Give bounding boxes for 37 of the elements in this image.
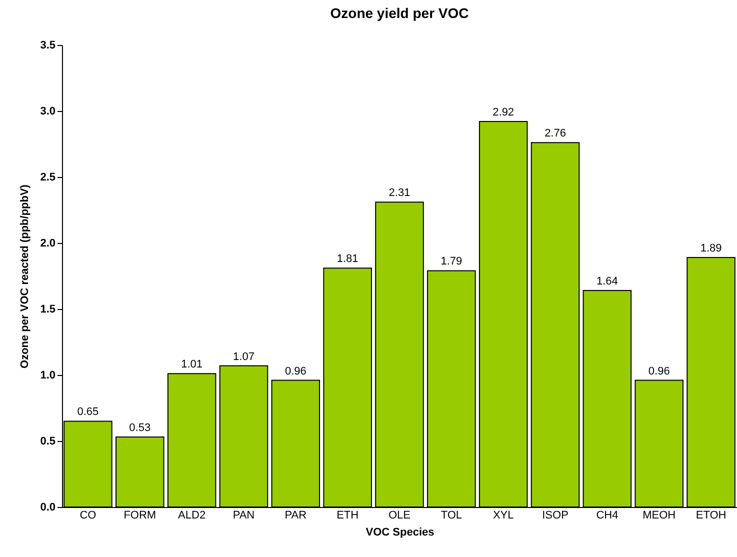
x-tick-label: ISOP (542, 510, 568, 522)
x-tick-label: ALD2 (178, 510, 206, 522)
y-tick-label: 2.0 (40, 238, 56, 250)
x-tick-label: CH4 (596, 510, 618, 522)
data-label: 1.79 (440, 256, 462, 268)
y-axis-title: Ozone per VOC reacted (ppb/ppbV) (19, 184, 32, 368)
x-axis-title: VOC Species (366, 526, 434, 538)
x-tick-label: ETOH (696, 510, 726, 522)
data-label: 0.96 (648, 365, 670, 378)
y-tick-label: 3.0 (40, 106, 56, 118)
x-tick-label: MEOH (642, 510, 676, 522)
y-tick-label: 2.5 (40, 172, 56, 184)
y-tick-label: 1.0 (40, 370, 56, 382)
x-tick-label: PAR (284, 510, 307, 522)
x-tick-label: PAN (232, 510, 255, 522)
chart-title: Ozone yield per VOC (330, 5, 469, 21)
data-label: 0.65 (77, 406, 99, 418)
data-label: 2.76 (544, 128, 566, 140)
y-tick-label: 3.5 (40, 40, 56, 52)
x-tick-label: CO (80, 510, 97, 522)
y-tick-label: 0.0 (40, 502, 56, 514)
y-tick-label: 0.5 (40, 436, 56, 448)
data-label: 1.89 (700, 242, 722, 255)
data-label: 0.96 (284, 365, 306, 378)
y-tick-label: 1.5 (40, 304, 56, 316)
x-tick-label: ETH (336, 510, 359, 522)
x-tick-label: OLE (388, 510, 411, 522)
data-label: 0.53 (129, 422, 151, 434)
data-label: 2.31 (388, 187, 410, 200)
data-label: 2.92 (492, 106, 514, 119)
data-label: 1.01 (181, 358, 203, 371)
x-tick-label: TOL (440, 510, 462, 522)
x-tick-label: FORM (124, 510, 156, 522)
data-label: 1.81 (336, 253, 358, 266)
data-label: 1.64 (596, 276, 618, 288)
data-label: 1.07 (233, 350, 254, 363)
x-tick-label: XYL (492, 510, 514, 522)
